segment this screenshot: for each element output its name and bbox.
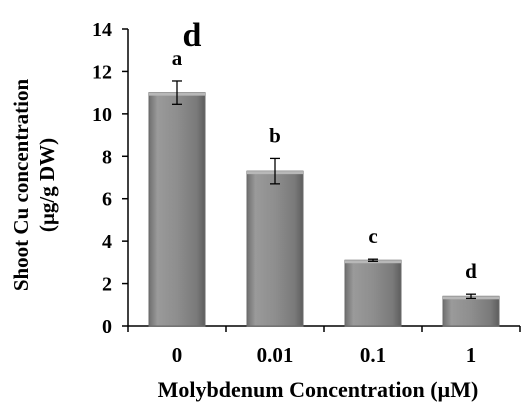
x-tick-label: 0 xyxy=(172,343,183,367)
bars xyxy=(148,80,500,327)
bar xyxy=(148,92,206,327)
significance-letter: b xyxy=(269,123,281,147)
y-tick-label: 12 xyxy=(92,61,112,83)
y-tick-label: 2 xyxy=(102,274,112,296)
axes: 0 2 4 6 8 10 12 14 xyxy=(92,19,521,338)
y-tick-label: 4 xyxy=(102,231,112,253)
y-tick-label: 6 xyxy=(102,189,112,211)
bar xyxy=(246,170,304,327)
x-tick-label: 0.01 xyxy=(257,343,294,367)
labels: a 0 b 0.01 c 0.1 d 1 xyxy=(172,46,477,367)
x-tick-label: 1 xyxy=(466,343,477,367)
significance-letter: a xyxy=(172,46,183,70)
significance-letter: c xyxy=(368,224,377,248)
x-axis-title: Molybdenum Concentration (µM) xyxy=(158,377,479,402)
y-tick-label: 10 xyxy=(92,104,112,126)
y-tick-label: 14 xyxy=(92,19,112,41)
bar xyxy=(442,295,500,327)
panel-letter: d xyxy=(183,17,202,54)
x-tick-label: 0.1 xyxy=(360,343,386,367)
y-tick-label: 0 xyxy=(102,316,112,338)
y-tick-label: 8 xyxy=(102,146,112,168)
y-axis-title-line2: (µg/g DW) xyxy=(35,138,59,232)
y-axis-title: Shoot Cu concentration (µg/g DW) xyxy=(9,79,59,292)
bar xyxy=(344,259,402,327)
y-axis-title-line1: Shoot Cu concentration xyxy=(9,79,33,292)
significance-letter: d xyxy=(465,259,477,283)
